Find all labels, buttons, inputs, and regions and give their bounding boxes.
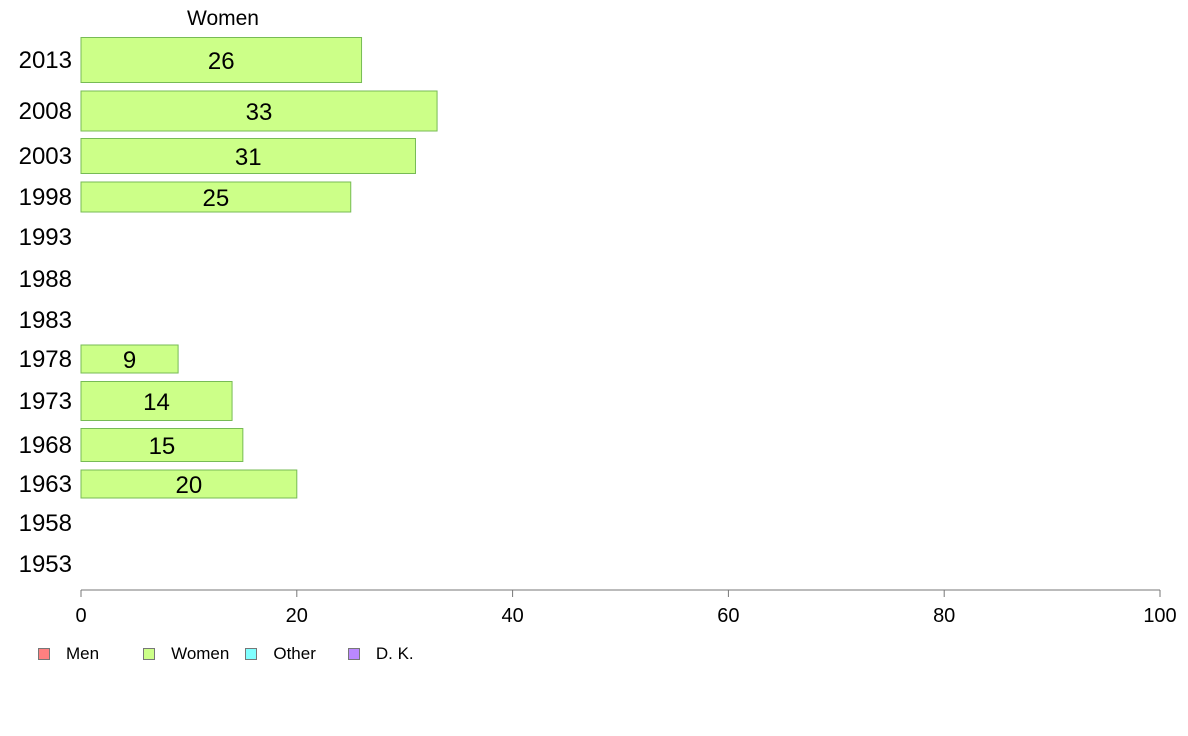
legend-swatch-men xyxy=(38,648,50,660)
y-tick-label-1963: 1963 xyxy=(19,471,72,498)
legend-label-dk: D. K. xyxy=(375,644,414,663)
y-tick-label-2008: 2008 xyxy=(19,98,72,125)
legend: Men Women Other D. K. xyxy=(38,644,430,664)
legend-swatch-women xyxy=(143,648,156,660)
legend-label-men: Men xyxy=(66,644,100,663)
bar-value-label-2003: 31 xyxy=(235,144,262,171)
y-tick-label-1958: 1958 xyxy=(19,510,72,537)
bar-1963 xyxy=(80,469,298,499)
y-tick-label-1968: 1968 xyxy=(19,432,72,459)
y-tick-label-2013: 2013 xyxy=(19,47,72,74)
legend-item-men: Men xyxy=(38,644,99,664)
bar-value-label-1968: 15 xyxy=(149,433,176,460)
y-axis-labels: 2013 2008 2003 1998 1993 1988 1983 1978 1973 1968… xyxy=(19,47,72,578)
x-tick-label-20: 20 xyxy=(286,605,308,627)
y-tick-label-1973: 1973 xyxy=(19,388,72,415)
legend-item-women: Women xyxy=(143,644,229,664)
x-tick-label-0: 0 xyxy=(75,605,86,627)
y-tick-label-1983: 1983 xyxy=(19,307,72,334)
y-tick-label-1978: 1978 xyxy=(19,346,72,373)
bar-1978 xyxy=(80,344,179,374)
bar-value-label-2013: 26 xyxy=(208,48,235,75)
legend-swatch-other xyxy=(245,648,258,660)
bar-value-label-1998: 25 xyxy=(203,185,230,212)
legend-item-dk: D. K. xyxy=(347,644,414,664)
bar-2013 xyxy=(80,37,363,83)
bar-1998 xyxy=(80,181,352,213)
x-tick-label-80: 80 xyxy=(933,605,955,627)
bar-1968 xyxy=(80,428,244,462)
y-tick-label-1998: 1998 xyxy=(19,184,72,211)
y-tick-label-1953: 1953 xyxy=(19,551,72,578)
legend-item-other: Other xyxy=(245,644,316,664)
bar-2003 xyxy=(80,138,416,174)
legend-swatch-dk xyxy=(347,648,360,660)
bar-value-label-2008: 33 xyxy=(246,99,273,126)
series-title: Women xyxy=(187,7,259,30)
y-tick-label-1993: 1993 xyxy=(19,224,72,251)
legend-label-women: Women xyxy=(171,644,230,663)
bar-value-label-1973: 14 xyxy=(143,389,170,416)
bar-value-label-1963: 20 xyxy=(176,472,203,499)
legend-label-other: Other xyxy=(273,644,316,663)
x-tick-label-100: 100 xyxy=(1143,605,1176,627)
bar-2008 xyxy=(80,90,438,132)
y-tick-label-1988: 1988 xyxy=(19,266,72,293)
x-tick-label-40: 40 xyxy=(501,605,523,627)
bar-1973 xyxy=(80,381,233,421)
y-tick-label-2003: 2003 xyxy=(19,143,72,170)
x-tick-label-60: 60 xyxy=(717,605,739,627)
x-axis-ticks: 0 20 40 60 80 100 xyxy=(75,590,1177,627)
bar-value-label-1978: 9 xyxy=(123,347,136,374)
